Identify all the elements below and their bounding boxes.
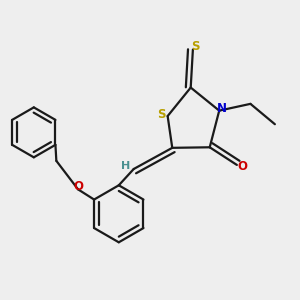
Text: H: H	[122, 161, 131, 171]
Text: O: O	[73, 180, 83, 193]
Text: S: S	[191, 40, 200, 53]
Text: N: N	[217, 102, 227, 115]
Text: S: S	[158, 108, 166, 121]
Text: O: O	[238, 160, 248, 173]
